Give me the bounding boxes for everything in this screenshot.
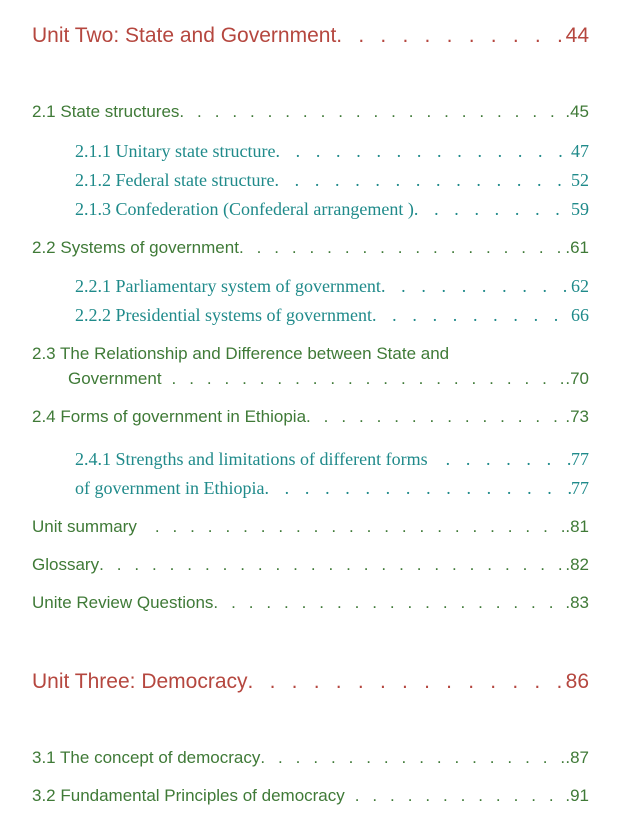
page-number: 62 [571,276,589,296]
page-number: .45 [565,102,589,121]
page-number: .83 [565,593,589,612]
dot-leader: . . . . . . . . . . . . . . . . . . . . … [99,555,565,574]
page-number: 59 [571,199,589,219]
entry-label: Unit summary [32,517,137,536]
page-number: 47 [571,141,589,161]
page-number: .91 [565,786,589,805]
toc-entry-2-3[interactable]: Government . . . . . . . . . . . . . . .… [68,369,589,389]
entry-label: 2.1.2 Federal state structure [75,170,275,190]
dot-leader: . . . . . . . . . . . . . . . . . . . . … [171,369,566,388]
entry-label: 2.1.3 Confederation (Confederal arrangem… [75,199,414,219]
dot-leader: . . . . . . . . . . . . . . . . . . . . … [213,593,565,612]
dot-leader: . . . . . . . . . . . . . . . . . . . . … [336,24,565,47]
page-number: 66 [571,305,589,325]
dot-leader: . . . . . . . . . . . . . . . . . . . . … [371,305,571,325]
entry-label: 2.4.1 Strengths and limitations of diffe… [75,449,428,469]
toc-entry-2-2-1[interactable]: 2.2.1 Parliamentary system of government… [75,276,589,297]
dot-leader: . . . . . . . . . . . . . . . . . . . . … [306,407,565,426]
toc-entry-2-4[interactable]: 2.4 Forms of government in Ethiopia . . … [32,407,589,427]
dot-leader: . . . . . . . . . . . . . . . . . . . . … [354,786,566,805]
toc-entry-3-2[interactable]: 3.2 Fundamental Principles of democracy … [32,786,589,806]
page-number: .81 [565,517,589,536]
page-number: 44 [565,24,589,47]
toc-entry-2-4-1-line1[interactable]: 2.4.1 Strengths and limitations of diffe… [75,449,589,470]
toc-entry-2-3-line1[interactable]: 2.3 The Relationship and Difference betw… [32,344,450,363]
entry-label: 3.1 The concept of democracy [32,748,261,767]
entry-label: of government in Ethiopia [75,478,265,498]
entry-label: 2.4 Forms of government in Ethiopia [32,407,307,426]
entry-label: Government [68,369,162,388]
page-number: .73 [565,407,589,426]
toc-unit-three-heading[interactable]: Unit Three: Democracy . . . . . . . . . … [32,670,589,694]
toc-unit-two-heading[interactable]: Unit Two: State and Government . . . . .… [32,24,589,48]
unit-title: Unit Two: State and Government [32,24,337,47]
page-number: 77 [571,449,589,469]
toc-entry-unit-summary[interactable]: Unit summary . . . . . . . . . . . . . .… [32,517,589,537]
entry-label: 3.2 Fundamental Principles of democracy [32,786,345,805]
dot-leader: . . . . . . . . . . . . . . . . . . . . … [275,141,571,161]
toc-entry-review-questions[interactable]: Unite Review Questions . . . . . . . . .… [32,593,589,613]
entry-label: 2.2.2 Presidential systems of government [75,305,372,325]
toc-entry-2-1-3[interactable]: 2.1.3 Confederation (Confederal arrangem… [75,199,589,220]
page-number: 77 [571,478,589,498]
page-number: 86 [565,670,589,693]
dot-leader: . . . . . . . . . . . . . . . . . . . . … [179,102,565,121]
entry-label: 2.2.1 Parliamentary system of government [75,276,381,296]
entry-label: 2.2 Systems of government [32,238,239,257]
toc-entry-glossary[interactable]: Glossary . . . . . . . . . . . . . . . .… [32,555,589,575]
entry-label: Unite Review Questions [32,593,214,612]
dot-leader: . . . . . . . . . . . . . . . . . . . . … [264,478,571,498]
toc-entry-2-4-1[interactable]: of government in Ethiopia . . . . . . . … [75,478,589,499]
dot-leader: . . . . . . . . . . . . . . . . . . . . … [380,276,571,296]
page-number: .87 [565,748,589,767]
dot-leader: . . . . . . . . . . . . . . . . . . . . … [274,170,571,190]
toc-entry-2-1[interactable]: 2.1 State structures . . . . . . . . . .… [32,102,589,122]
entry-label: Glossary [32,555,100,574]
page-number: .70 [565,369,589,388]
page-number: .61 [565,238,589,257]
toc-entry-2-2-2[interactable]: 2.2.2 Presidential systems of government… [75,305,589,326]
toc-entry-2-2[interactable]: 2.2 Systems of government . . . . . . . … [32,238,589,258]
dot-leader: . . . . . . . . . . . . . . . . . . . . … [238,238,566,257]
entry-label: 2.1 State structures [32,102,180,121]
dot-leader: . . . . . . . . . . . . . . . . . . . . … [445,449,571,469]
toc-entry-3-1[interactable]: 3.1 The concept of democracy . . . . . .… [32,748,589,768]
toc-entry-2-1-1[interactable]: 2.1.1 Unitary state structure . . . . . … [75,141,589,162]
entry-label: 2.1.1 Unitary state structure [75,141,276,161]
page-number: .82 [565,555,589,574]
dot-leader: . . . . . . . . . . . . . . . . . . . . … [154,517,566,536]
toc-entry-2-1-2[interactable]: 2.1.2 Federal state structure . . . . . … [75,170,589,191]
dot-leader: . . . . . . . . . . . . . . . . . . . . … [247,670,566,693]
page-number: 52 [571,170,589,190]
dot-leader: . . . . . . . . . . . . . . . . . . . . … [260,748,565,767]
dot-leader: . . . . . . . . . . . . . . . . . . . . … [413,199,571,219]
unit-title: Unit Three: Democracy [32,670,248,693]
